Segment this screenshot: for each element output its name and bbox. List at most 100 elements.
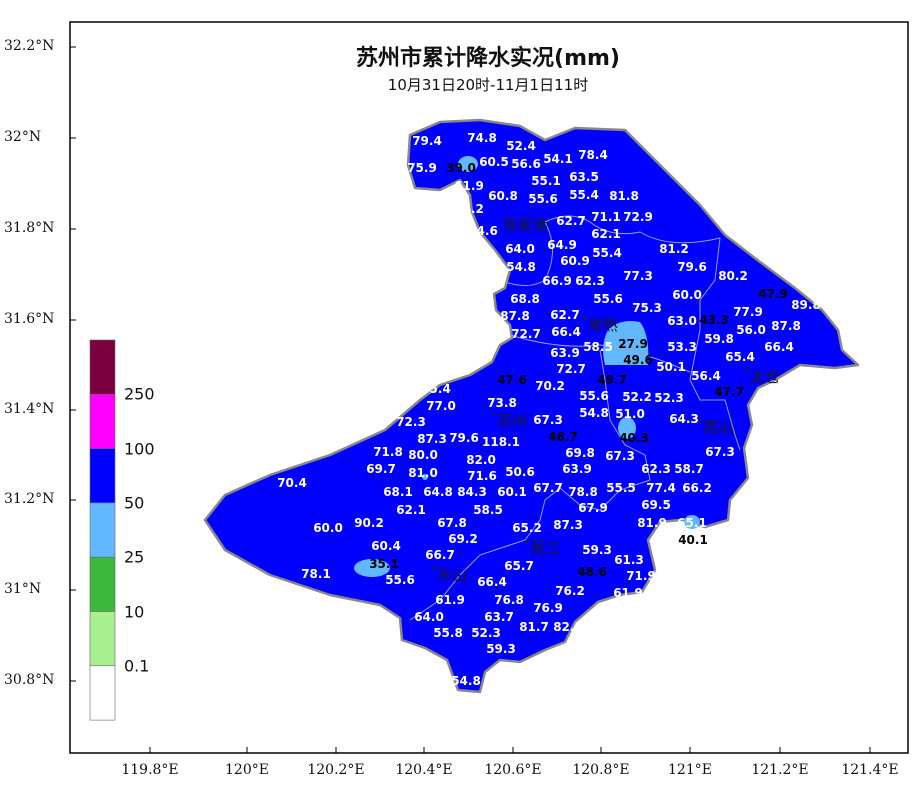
place-dot xyxy=(745,368,749,372)
station-value: 77.3 xyxy=(623,269,653,283)
light-area-zhangjiagang xyxy=(458,156,478,172)
station-value: 68.1 xyxy=(383,485,413,499)
station-value: 60.0 xyxy=(672,288,702,302)
station-value: 81.8 xyxy=(609,189,639,203)
station-value: 52.3 xyxy=(471,626,501,640)
station-value: 58.5 xyxy=(473,503,503,517)
legend-label: 250 xyxy=(124,384,155,404)
place-label: 张家港 xyxy=(502,216,547,234)
station-value: 40.3 xyxy=(619,431,649,445)
lon-tick-label: 120.8°E xyxy=(572,762,630,778)
station-value: 69.2 xyxy=(448,532,478,546)
station-value: 79.6 xyxy=(449,431,479,445)
legend-swatch xyxy=(89,502,116,558)
light-area-taihu xyxy=(354,559,390,577)
station-value: 78.1 xyxy=(301,567,331,581)
place-dot xyxy=(505,216,509,220)
station-value: 65.1 xyxy=(677,516,707,530)
station-value: 27.9 xyxy=(618,337,648,351)
station-value: 47.9 xyxy=(758,287,788,301)
station-value: 80.0 xyxy=(408,448,438,462)
station-value: 64.0 xyxy=(505,242,535,256)
station-value: 50.1 xyxy=(656,360,686,374)
light-area-southeast xyxy=(684,515,700,529)
legend-label: 25 xyxy=(124,547,145,567)
station-value: 62.3 xyxy=(641,462,671,476)
lat-tick-label: 31.6°N xyxy=(4,311,55,327)
place-label: 吴江 xyxy=(530,539,560,557)
station-value: 76.8 xyxy=(494,593,524,607)
map-subtitle: 10月31日20时-11月1日11时 xyxy=(387,76,589,94)
station-value: 51.0 xyxy=(615,407,645,421)
place-dot xyxy=(432,566,436,570)
station-value: 65.7 xyxy=(504,559,534,573)
lat-tick-label: 31°N xyxy=(4,581,42,597)
lon-tick-label: 120.6°E xyxy=(484,762,542,778)
station-value: 52.2 xyxy=(622,390,652,404)
station-value: 60.5 xyxy=(479,155,509,169)
station-value: 59.8 xyxy=(704,332,734,346)
station-value: 59.3 xyxy=(486,642,516,656)
station-value: 48.7 xyxy=(548,430,578,444)
station-value: 67.7 xyxy=(533,481,563,495)
station-value: 43.3 xyxy=(699,313,729,327)
station-value: 63.9 xyxy=(759,389,789,403)
map-title: 苏州市累计降水实况(mm) xyxy=(356,46,620,71)
station-value: 52.3 xyxy=(654,391,684,405)
station-value: 87.3 xyxy=(553,518,583,532)
station-value: 61.9 xyxy=(435,593,465,607)
station-value: 47.6 xyxy=(497,373,527,387)
station-value: 61.9 xyxy=(454,179,484,193)
station-value: 78.8 xyxy=(568,485,598,499)
legend-swatch xyxy=(89,665,116,721)
legend-swatch xyxy=(89,448,116,504)
station-value: 56.6 xyxy=(511,157,541,171)
station-value: 72.7 xyxy=(511,327,541,341)
station-value: 54.8 xyxy=(506,260,536,274)
map-frame xyxy=(69,21,909,754)
lat-tick-label: 32°N xyxy=(4,129,42,145)
station-value: 64.9 xyxy=(547,238,577,252)
station-value: 55.4 xyxy=(592,246,622,260)
station-value: 66.4 xyxy=(477,575,507,589)
station-value: 63.0 xyxy=(667,314,697,328)
station-value: 66.7 xyxy=(425,548,455,562)
station-value: 62.1 xyxy=(591,227,621,241)
station-value: 62.7 xyxy=(550,308,580,322)
station-value: 67.3 xyxy=(533,413,563,427)
light-area-dot xyxy=(422,474,428,480)
station-value: 49.6 xyxy=(623,353,653,367)
station-value: 79.6 xyxy=(677,260,707,274)
lon-tick-label: 121°E xyxy=(668,762,712,778)
station-value: 87.3 xyxy=(417,432,447,446)
place-dot xyxy=(492,412,496,416)
station-value: 75.9 xyxy=(407,161,437,175)
station-value: 82.1 xyxy=(553,620,583,634)
station-value: 56.0 xyxy=(736,323,766,337)
lon-tick-label: 120.4°E xyxy=(395,762,453,778)
station-value: 55.6 xyxy=(593,292,623,306)
station-value: 62.1 xyxy=(396,503,426,517)
legend-swatch xyxy=(89,393,116,449)
station-value: 63.9 xyxy=(562,462,592,476)
station-value: 71.6 xyxy=(467,469,497,483)
station-value: 71.8 xyxy=(373,445,403,459)
station-value: 81.9 xyxy=(637,516,667,530)
station-value: 71.1 xyxy=(591,210,621,224)
station-value: 81.7 xyxy=(519,620,549,634)
lat-tick-label: 30.8°N xyxy=(4,672,55,688)
light-area-changshu xyxy=(603,321,649,365)
station-value: 64.8 xyxy=(423,485,453,499)
station-value: 59.2 xyxy=(454,202,484,216)
station-value: 65.2 xyxy=(512,521,542,535)
station-value: 66.2 xyxy=(682,481,712,495)
station-value: 87.8 xyxy=(771,319,801,333)
station-value: 70.4 xyxy=(277,476,307,490)
station-value: 49.7 xyxy=(597,373,627,387)
station-value: 63.7 xyxy=(484,610,514,624)
place-label: 太仓 xyxy=(750,368,780,386)
station-value: 67.8 xyxy=(437,516,467,530)
suzhou-region xyxy=(203,118,860,694)
